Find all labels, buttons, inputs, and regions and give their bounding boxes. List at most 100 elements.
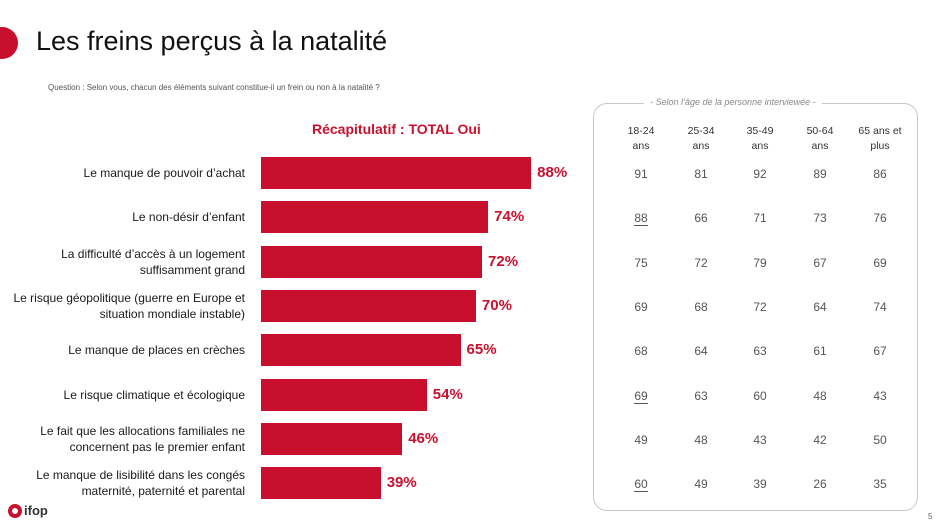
age-table-cell: 92 [730, 167, 790, 181]
age-table-cell: 75 [611, 256, 671, 270]
age-table-cell: 35 [850, 477, 910, 491]
category-label: Le fait que les allocations familiales n… [40, 423, 245, 454]
age-table-value: 76 [873, 211, 887, 226]
age-table-value: 61 [813, 344, 827, 359]
age-table-cell: 71 [730, 211, 790, 225]
age-table-cell: 81 [671, 167, 731, 181]
age-column-header: 50-64 ans [790, 124, 850, 154]
age-table-value: 69 [873, 255, 887, 270]
age-table-value: 60 [753, 388, 767, 403]
question-text: Question : Selon vous, chacun des élémen… [48, 83, 380, 92]
category-label: Le risque géopolitique (guerre en Europe… [13, 290, 246, 321]
age-table-cell: 43 [850, 389, 910, 403]
age-column-header: 35-49 ans [730, 124, 790, 154]
age-table-value: 67 [813, 255, 827, 270]
age-table-value: 75 [634, 255, 648, 270]
bar [261, 245, 483, 278]
age-table-cell: 49 [611, 433, 671, 447]
age-table-value: 92 [753, 167, 767, 181]
age-table-cell: 68 [611, 344, 671, 358]
age-table-cell: 69 [611, 300, 671, 314]
age-table-cell: 49 [671, 477, 731, 491]
category-label: Le manque de places en crèches [68, 343, 245, 358]
age-table-cell: 72 [730, 300, 790, 314]
age-table-value: 91 [634, 167, 648, 181]
age-table-cell: 50 [850, 433, 910, 447]
age-table-value: 39 [753, 477, 767, 492]
bar [261, 289, 476, 322]
age-table-value: 64 [694, 344, 708, 359]
age-table-value: 72 [753, 299, 767, 314]
age-table-value: 63 [694, 388, 708, 403]
age-table-value: 43 [873, 388, 887, 403]
age-table-value: 50 [873, 432, 887, 447]
age-table-cell: 61 [790, 344, 850, 358]
bar [261, 422, 403, 455]
age-table-value: 72 [694, 255, 708, 270]
age-table-cell: 64 [790, 300, 850, 314]
bar-value-label: 54% [432, 385, 463, 403]
bar [261, 157, 532, 189]
age-table-cell: 66 [671, 211, 731, 225]
age-table-value: 48 [694, 432, 708, 447]
age-table-cell: 39 [730, 477, 790, 491]
age-table-cell: 86 [850, 167, 910, 181]
age-table-cell: 69 [611, 388, 671, 404]
age-column-header: 18-24 ans [611, 124, 671, 154]
age-panel-caption: - Selon l’âge de la personne interviewée… [644, 97, 822, 107]
bar [261, 467, 381, 500]
bar-value-label: 39% [386, 474, 417, 492]
age-table-cell: 26 [790, 477, 850, 491]
age-table-value: 63 [753, 344, 767, 359]
age-table-cell: 68 [671, 300, 731, 314]
category-label: Le manque de pouvoir d’achat [83, 166, 245, 180]
bar-value-label: 46% [408, 429, 439, 447]
age-table-value: 49 [694, 477, 708, 492]
age-table-value: 42 [813, 432, 827, 447]
page-title: Les freins perçus à la natalité [36, 26, 388, 56]
age-column-header-line: ans [751, 140, 769, 152]
age-table-cell: 64 [671, 344, 731, 358]
age-column-header: 65 ans et plus [850, 124, 910, 154]
bar-value-label: 74% [494, 208, 525, 226]
age-table-cell: 91 [611, 167, 671, 181]
age-table-value: 74 [873, 299, 887, 314]
bar [261, 201, 489, 234]
logo-text: ifop [24, 503, 48, 518]
age-table-cell: 88 [611, 211, 671, 227]
age-table-value: 88 [634, 211, 648, 227]
age-table-cell: 79 [730, 256, 790, 270]
chart-title: Récapitulatif : TOTAL Oui [312, 121, 481, 137]
age-column-header-line: ans [811, 140, 829, 152]
age-table-value: 26 [813, 477, 827, 492]
age-table-cell: 63 [671, 389, 731, 403]
age-column-header-line: 18-24 [627, 125, 655, 137]
age-table-value: 48 [813, 388, 827, 403]
category-label: La difficulté d’accès à un logement suff… [61, 246, 245, 277]
age-table-value: 71 [753, 211, 767, 226]
category-label: Le manque de lisibilité dans les congés … [36, 468, 245, 499]
age-table-cell: 48 [790, 389, 850, 403]
age-column-header-line: 35-49 [746, 125, 774, 137]
age-column-header: 25-34 ans [671, 124, 731, 154]
age-table-value: 60 [634, 477, 648, 493]
age-table-value: 68 [634, 344, 648, 359]
ifop-logo: ifop [8, 503, 48, 518]
age-table-cell: 72 [671, 256, 731, 270]
age-table-value: 64 [813, 299, 827, 314]
age-table-cell: 76 [850, 211, 910, 225]
age-table-value: 68 [694, 299, 708, 314]
age-table-value: 66 [694, 211, 708, 226]
age-table-value: 35 [873, 477, 887, 492]
page-number: 5 [928, 512, 933, 521]
age-table-value: 86 [873, 167, 887, 181]
age-table-value: 81 [694, 167, 708, 181]
category-label: Le risque climatique et écologique [63, 387, 245, 402]
age-table-cell: 48 [671, 433, 731, 447]
category-label: Le non-désir d’enfant [132, 210, 245, 225]
age-column-header-line: 50-64 [806, 125, 834, 137]
age-table-cell: 42 [790, 433, 850, 447]
bar [261, 378, 427, 411]
age-table-cell: 63 [730, 344, 790, 358]
age-table-cell: 43 [730, 433, 790, 447]
